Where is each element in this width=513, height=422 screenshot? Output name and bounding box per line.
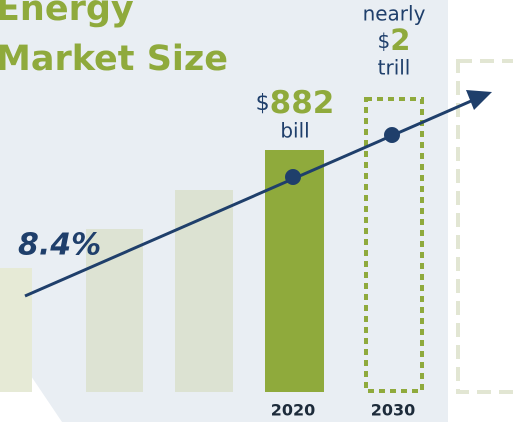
- bar-future: [456, 59, 513, 394]
- current-value: $882: [256, 85, 335, 121]
- bar: [0, 268, 32, 392]
- title-line: Market Size: [0, 39, 228, 79]
- year-label: 2030: [371, 401, 416, 420]
- title-line: Energy: [0, 0, 134, 29]
- growth-rate: 8.4%: [18, 228, 101, 263]
- future-prefix: nearly: [363, 2, 426, 26]
- bar: [175, 190, 233, 392]
- point: [285, 169, 301, 185]
- future-unit: trill: [378, 56, 411, 80]
- year-label: 2020: [271, 401, 316, 420]
- trend-line: [24, 96, 479, 298]
- future-value: $2: [378, 23, 411, 57]
- arrow-head: [466, 90, 492, 110]
- bar-2020: [265, 150, 324, 392]
- point: [384, 127, 400, 143]
- current-unit: bill: [280, 119, 309, 143]
- bar-2030: [364, 97, 424, 393]
